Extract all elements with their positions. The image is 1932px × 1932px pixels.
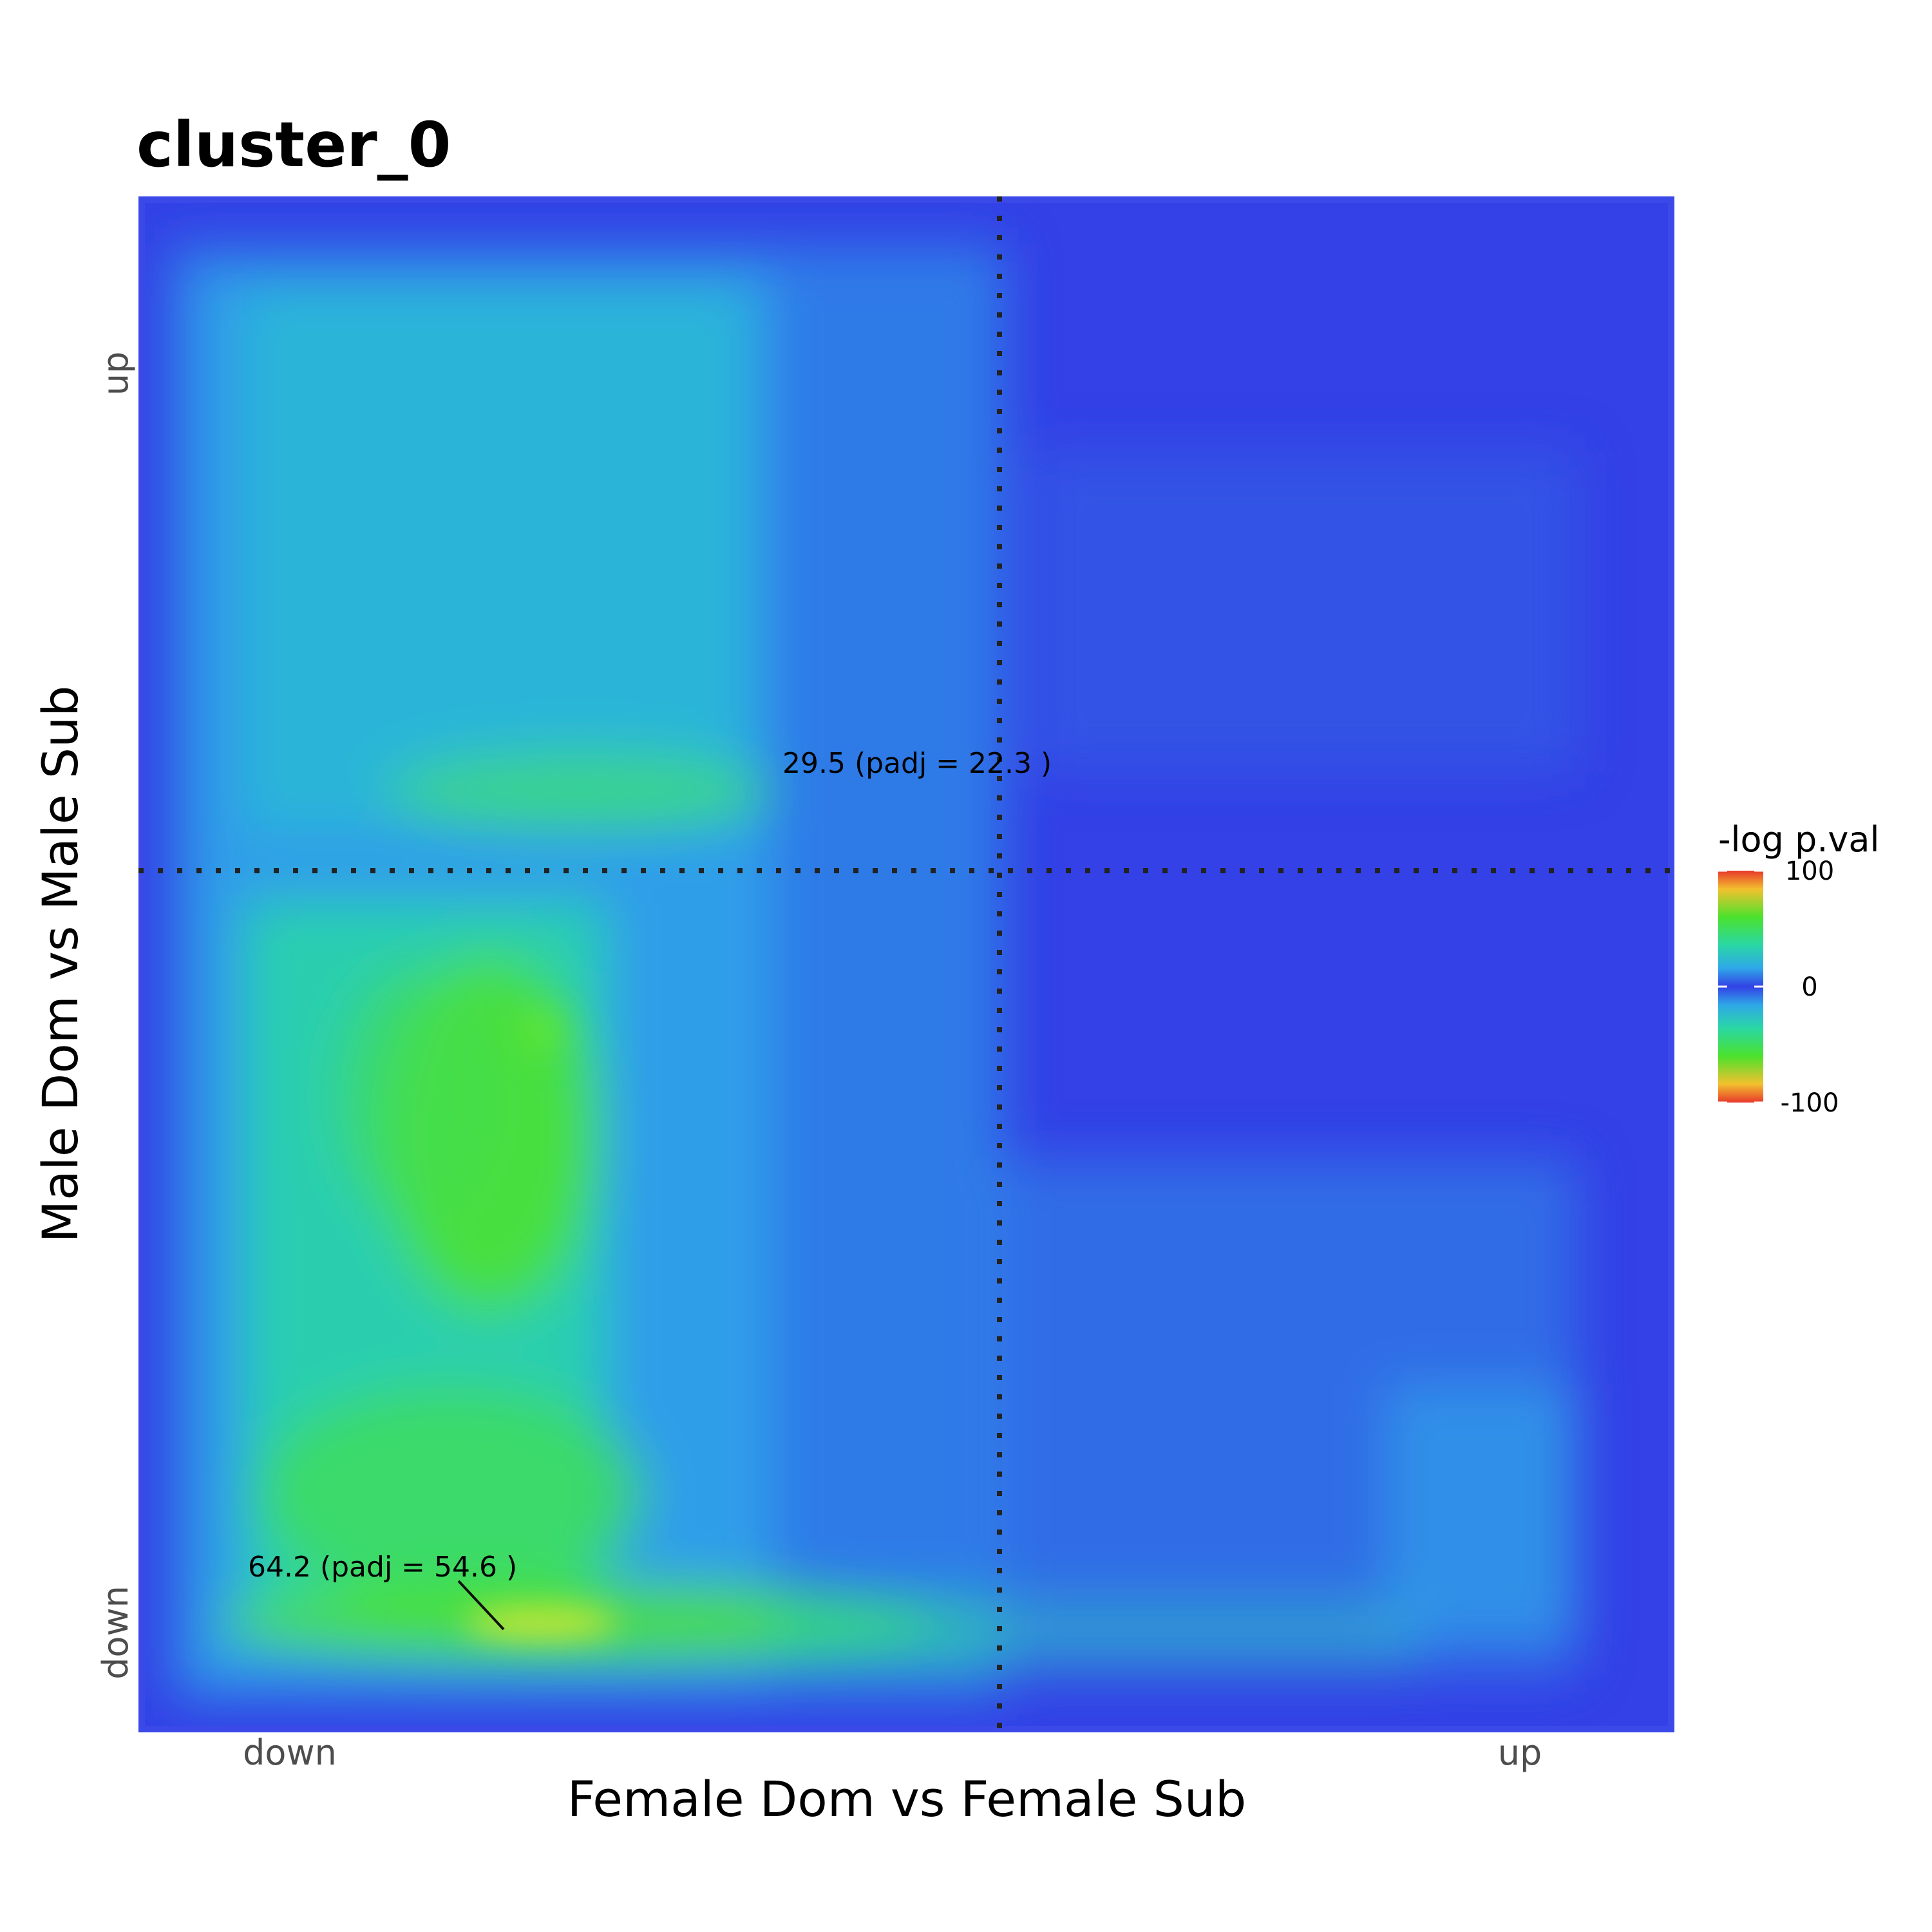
y-tick-label: up: [95, 352, 136, 396]
legend-tick-label: -100: [1781, 1088, 1839, 1118]
heatmap-region: [1030, 451, 1578, 773]
heatmap-region: [515, 1005, 567, 1056]
heatmap-blobs: [167, 245, 1578, 1700]
heatmap-panel: [138, 196, 1674, 1732]
x-tick-label: down: [243, 1732, 337, 1773]
heatmap-region: [245, 290, 747, 831]
heatmap-region: [335, 966, 489, 1224]
y-tick-label: down: [95, 1586, 136, 1680]
heatmap-hotspot: [464, 1005, 618, 1639]
chart-title: cluster_0: [137, 109, 451, 181]
heatmap-region: [258, 1385, 644, 1604]
color-legend: -log p.val 100 0 -100: [1718, 819, 1879, 1118]
legend-tick-label: 0: [1801, 972, 1817, 1002]
annotation-leader-line: [457, 1580, 505, 1631]
y-axis-title: Male Dom vs Male Sub: [32, 686, 89, 1243]
annotation-label: 64.2 (padj = 54.6 ): [248, 1551, 517, 1584]
x-axis-title: Female Dom vs Female Sub: [567, 1770, 1247, 1828]
x-tick-label: up: [1498, 1732, 1542, 1773]
heatmap-region: [1385, 1385, 1578, 1642]
annotation-label: 29.5 (padj = 22.3 ): [782, 747, 1052, 780]
legend-tick-label: 100: [1785, 857, 1834, 886]
heatmap-region: [464, 1607, 618, 1639]
legend-title: -log p.val: [1718, 819, 1879, 860]
heatmap-region: [386, 753, 773, 831]
